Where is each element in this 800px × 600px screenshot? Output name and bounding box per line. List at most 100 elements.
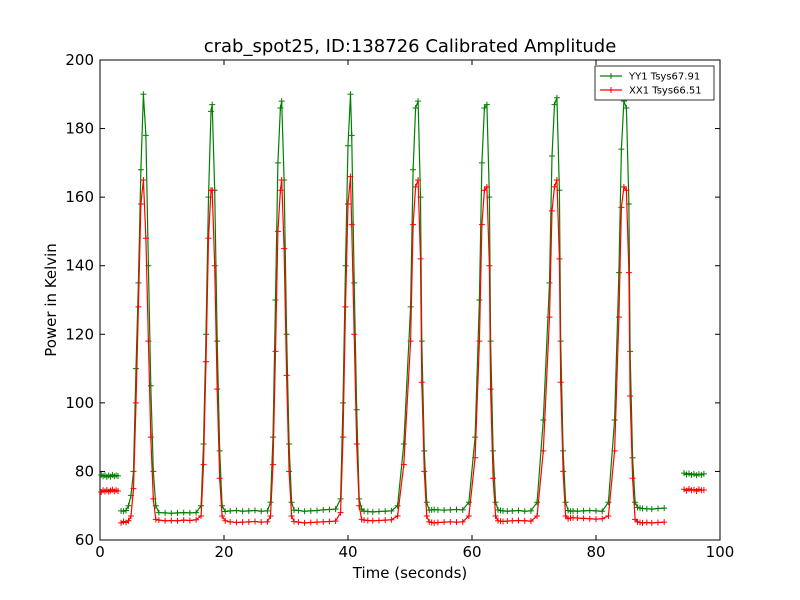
- legend-entry: YY1 Tsys67.91: [628, 72, 700, 83]
- data-point: [551, 101, 558, 108]
- data-point: [283, 331, 290, 338]
- y-tick-label: 160: [65, 188, 94, 206]
- data-point: [615, 314, 622, 321]
- data-point: [556, 255, 563, 262]
- data-point: [245, 518, 252, 525]
- data-point: [283, 372, 290, 379]
- data-point: [219, 513, 226, 519]
- legend-swatch-marker: [608, 73, 614, 79]
- data-point: [548, 207, 555, 214]
- data-point: [546, 314, 553, 321]
- data-point: [492, 499, 499, 506]
- data-point: [407, 338, 414, 345]
- data-point: [332, 506, 339, 513]
- data-point: [125, 502, 132, 509]
- y-tick-label: 60: [75, 531, 94, 549]
- data-point: [574, 508, 581, 515]
- data-point: [307, 507, 314, 514]
- data-point: [222, 517, 229, 524]
- data-point: [618, 204, 625, 211]
- data-point: [272, 297, 279, 303]
- data-point: [340, 434, 347, 441]
- data-point: [472, 434, 479, 441]
- data-point: [233, 519, 240, 526]
- data-point: [394, 513, 401, 519]
- data-point: [465, 513, 472, 519]
- data-point: [295, 507, 302, 514]
- legend-box: [594, 65, 715, 101]
- data-point: [193, 509, 200, 516]
- data-point: [203, 358, 210, 365]
- data-point: [320, 518, 327, 525]
- data-point: [557, 379, 564, 386]
- data-point: [227, 507, 234, 514]
- data-point: [632, 499, 639, 506]
- data-point: [147, 434, 154, 441]
- data-point: [286, 441, 293, 447]
- data-point: [593, 516, 599, 523]
- data-point: [476, 297, 483, 303]
- x-tick-label: 100: [706, 543, 735, 561]
- data-point: [415, 98, 422, 105]
- data-point: [574, 515, 581, 522]
- data-point: [186, 517, 193, 524]
- data-point: [278, 98, 285, 105]
- data-point: [356, 502, 363, 509]
- data-point: [534, 513, 541, 519]
- data-point: [286, 468, 293, 475]
- data-point: [209, 187, 216, 194]
- data-point: [648, 506, 655, 513]
- data-point: [423, 513, 430, 519]
- data-point: [615, 269, 622, 276]
- data-point: [128, 513, 134, 519]
- series-layer: [98, 91, 707, 526]
- data-point: [388, 507, 395, 514]
- data-point: [560, 468, 567, 475]
- data-point: [347, 91, 354, 98]
- data-point: [353, 441, 360, 447]
- data-point: [521, 517, 528, 524]
- data-point: [441, 519, 448, 526]
- data-point: [205, 235, 212, 242]
- data-point: [288, 499, 295, 506]
- data-point: [417, 255, 424, 262]
- data-point: [168, 517, 175, 524]
- data-point: [326, 506, 333, 513]
- data-point: [415, 177, 422, 183]
- data-point: [180, 517, 187, 524]
- data-point: [295, 519, 302, 526]
- data-point: [527, 518, 534, 525]
- data-point: [274, 228, 281, 235]
- data-point: [278, 177, 285, 183]
- data-point: [546, 279, 553, 286]
- data-point: [216, 447, 223, 454]
- data-point: [410, 221, 417, 228]
- data-point: [661, 519, 668, 526]
- x-tick-label: 80: [586, 543, 605, 561]
- data-point: [661, 505, 668, 512]
- data-point: [605, 513, 612, 519]
- x-tick-label: 40: [338, 543, 357, 561]
- data-point: [162, 517, 169, 524]
- data-point: [351, 279, 358, 286]
- data-point: [625, 269, 632, 276]
- data-point: [125, 517, 132, 524]
- data-point: [421, 468, 428, 475]
- data-point: [376, 517, 382, 524]
- data-point: [599, 515, 606, 522]
- data-point: [132, 365, 139, 372]
- data-point: [599, 508, 606, 515]
- series-1: [98, 174, 707, 526]
- data-point: [314, 519, 320, 526]
- data-point: [515, 517, 522, 524]
- legend-entry: XX1 Tsys66.51: [629, 86, 702, 97]
- data-point: [264, 518, 271, 525]
- data-point: [441, 507, 448, 514]
- data-point: [369, 508, 376, 515]
- data-point: [476, 338, 483, 345]
- data-point: [453, 506, 460, 513]
- data-point: [400, 461, 407, 468]
- data-point: [478, 221, 485, 228]
- y-tick-label: 120: [65, 325, 94, 343]
